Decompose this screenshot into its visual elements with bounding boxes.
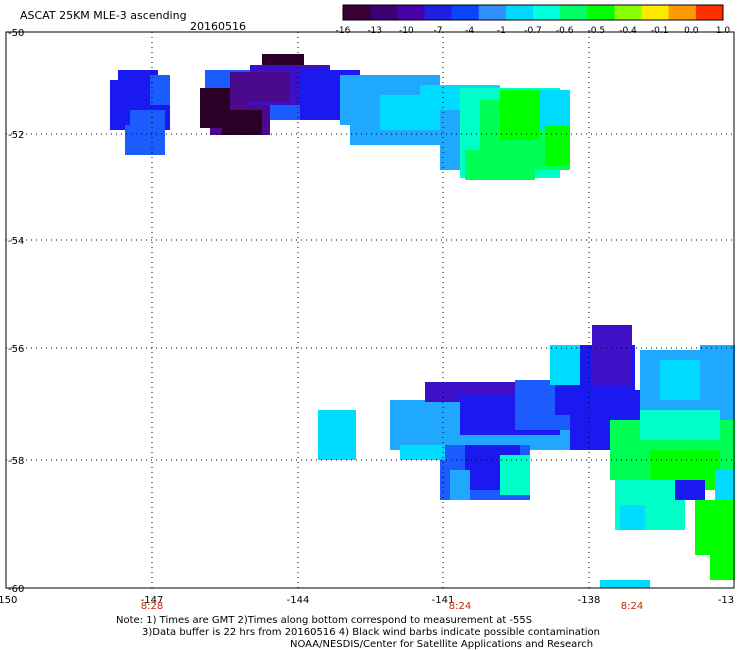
colorbar-label: -0.5 xyxy=(588,26,606,36)
wind-cell xyxy=(125,125,165,155)
colorbar-segment xyxy=(370,5,398,20)
colorbar-label: -13 xyxy=(367,26,382,36)
wind-cell xyxy=(150,75,170,105)
colorbar xyxy=(342,4,724,21)
colorbar-label: -0.1 xyxy=(651,26,669,36)
colorbar-segment xyxy=(505,5,534,20)
colorbar-segment xyxy=(695,5,724,20)
lat-tick-label: -56 xyxy=(8,344,24,355)
colorbar-label: 1.0 xyxy=(716,26,731,36)
colorbar-label: 0.0 xyxy=(684,26,699,36)
note-line-2: 3)Data buffer is 22 hrs from 20160516 4)… xyxy=(142,627,600,638)
plot-frame xyxy=(5,31,735,589)
colorbar-segment xyxy=(560,5,588,20)
lon-tick-label: -141 xyxy=(432,595,455,606)
lat-tick-label: -52 xyxy=(8,130,24,141)
note-line-3: NOAA/NESDIS/Center for Satellite Applica… xyxy=(290,639,594,650)
wind-cell xyxy=(540,90,570,130)
wind-cell xyxy=(592,325,632,385)
wind-cell xyxy=(710,550,735,580)
map-title: ASCAT 25KM MLE-3 ascending xyxy=(20,9,187,22)
wind-cell xyxy=(500,90,540,140)
wind-cells xyxy=(110,54,735,588)
wind-cell xyxy=(465,150,535,180)
colorbar-segment xyxy=(343,5,371,20)
wind-cell xyxy=(222,110,262,135)
colorbar-label: -0.7 xyxy=(524,26,542,36)
colorbar-segment xyxy=(478,5,507,20)
colorbar-segment xyxy=(397,5,425,20)
lon-tick-label: -138 xyxy=(578,595,601,606)
lat-tick-label: -50 xyxy=(8,28,24,39)
wind-cell xyxy=(400,445,445,460)
lon-tick-label: -144 xyxy=(287,595,310,606)
map-date: 20160516 xyxy=(190,20,246,33)
lat-tick-label: -54 xyxy=(8,236,24,247)
colorbar-labels: -16 -13 -10 -7 -4 -1 -0.7 -0.6 -0.5 -0.4 -0.1 0.0 1.… xyxy=(336,26,731,36)
wind-cell xyxy=(660,360,700,400)
wind-cell xyxy=(695,500,735,555)
time-labels: 8:28 8:24 8:24 xyxy=(141,601,643,612)
time-label: 8:24 xyxy=(621,601,643,612)
colorbar-segment xyxy=(614,5,643,20)
wind-cell xyxy=(550,345,580,385)
lon-tick-label: -150 xyxy=(0,595,17,606)
axis-labels: -150 -147 -144 -141 -138 -13 -50 -52 -54 -56 -58 -6… xyxy=(0,28,734,606)
lat-tick-label: -60 xyxy=(8,584,24,595)
time-label: 8:24 xyxy=(449,601,471,612)
colorbar-segment xyxy=(587,5,615,20)
note-line-1: Note: 1) Times are GMT 2)Times along bot… xyxy=(116,615,533,626)
wind-cell xyxy=(318,410,356,460)
wind-cell xyxy=(640,410,720,440)
colorbar-segment xyxy=(533,5,561,20)
wind-cell xyxy=(620,505,645,530)
colorbar-label: -0.6 xyxy=(556,26,574,36)
lon-tick-label: -13 xyxy=(718,595,734,606)
wind-cell xyxy=(675,480,705,500)
colorbar-frame xyxy=(342,4,724,21)
colorbar-label: -7 xyxy=(434,26,443,36)
colorbar-label: -16 xyxy=(336,26,351,36)
wind-cell xyxy=(545,125,570,165)
colorbar-segment xyxy=(668,5,697,20)
colorbar-label: -10 xyxy=(399,26,414,36)
wind-cell xyxy=(715,470,735,500)
wind-cell xyxy=(700,345,735,405)
lon-tick-label: -147 xyxy=(141,595,164,606)
colorbar-label: -1 xyxy=(497,26,506,36)
wind-cell xyxy=(230,72,290,102)
time-label: 8:28 xyxy=(141,601,163,612)
colorbar-label: -0.4 xyxy=(619,26,637,36)
colorbar-segment xyxy=(641,5,670,20)
lat-tick-label: -58 xyxy=(8,456,24,467)
colorbar-segment xyxy=(451,5,480,20)
wind-cell xyxy=(450,470,470,500)
colorbar-label: -4 xyxy=(465,26,474,36)
wind-cell xyxy=(118,70,158,85)
wind-cell xyxy=(500,455,530,495)
colorbar-segment xyxy=(424,5,453,20)
wind-cell xyxy=(600,580,650,588)
